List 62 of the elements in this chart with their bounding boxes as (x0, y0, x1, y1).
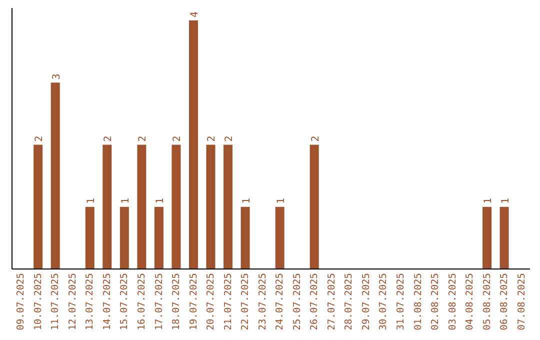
x-tick-label: 03.08.2025 (447, 273, 458, 330)
x-tick-label: 22.07.2025 (240, 273, 252, 330)
bar (34, 144, 43, 269)
x-tick-label: 01.08.2025 (412, 273, 424, 330)
x-tick-label: 05.08.2025 (482, 273, 493, 330)
x-tick-label: 11.07.2025 (50, 273, 62, 330)
data-label: 2 (34, 136, 46, 142)
bar (102, 144, 112, 269)
x-tick-label: 25.07.2025 (292, 273, 303, 330)
bar (206, 144, 216, 269)
data-label: 1 (86, 198, 97, 204)
data-label: 1 (500, 198, 512, 204)
bar (482, 206, 492, 269)
data-label: 2 (206, 136, 218, 142)
bar (310, 144, 319, 269)
x-tick-label: 27.07.2025 (326, 273, 338, 330)
data-label: 2 (172, 136, 184, 142)
bar (275, 206, 284, 269)
data-label: 1 (276, 198, 287, 204)
x-tick-label: 16.07.2025 (136, 273, 148, 330)
bar (154, 206, 164, 269)
x-tick-label: 09.07.2025 (16, 273, 27, 330)
x-tick-label: 20.07.2025 (206, 273, 217, 330)
x-tick-label: 23.07.2025 (257, 273, 268, 330)
data-label: 3 (51, 74, 62, 80)
x-tick-label: 07.08.2025 (516, 273, 528, 330)
bar (188, 20, 198, 269)
bar (120, 206, 129, 269)
x-tick-label: 19.07.2025 (188, 273, 200, 330)
data-label: 1 (483, 198, 494, 204)
bar (240, 206, 250, 269)
x-tick-label: 10.07.2025 (32, 273, 44, 330)
data-label: 4 (189, 11, 200, 18)
x-tick-label: 28.07.2025 (344, 273, 355, 330)
x-tick-label: 26.07.2025 (309, 273, 320, 330)
x-tick-label: 04.08.2025 (464, 273, 476, 330)
x-tick-label: 17.07.2025 (154, 273, 165, 330)
x-tick-label: 30.07.2025 (378, 273, 390, 330)
bar (224, 144, 233, 269)
x-tick-label: 02.08.2025 (430, 273, 442, 330)
x-tick-label: 13.07.2025 (84, 273, 96, 330)
data-label: 2 (138, 136, 149, 142)
data-label: 2 (310, 136, 322, 142)
x-tick-label: 14.07.2025 (102, 273, 113, 330)
x-tick-label: 21.07.2025 (222, 273, 234, 330)
data-label: 1 (120, 198, 132, 204)
bar (137, 144, 146, 269)
x-tick-label: 24.07.2025 (274, 273, 286, 330)
data-label: 2 (224, 136, 236, 142)
bar (500, 206, 509, 269)
x-tick-label: 31.07.2025 (396, 273, 406, 330)
bar (172, 144, 181, 269)
bar (50, 82, 60, 269)
x-tick-label: 29.07.2025 (360, 273, 372, 330)
bar (85, 206, 94, 269)
data-label: 2 (103, 136, 114, 142)
x-tick-label: 06.08.2025 (499, 273, 510, 330)
data-label: 1 (154, 198, 166, 204)
x-tick-label: 15.07.2025 (119, 273, 130, 330)
x-tick-label: 18.07.2025 (171, 273, 182, 330)
data-label: 1 (241, 198, 252, 204)
x-tick-label: 12.07.2025 (67, 273, 78, 330)
